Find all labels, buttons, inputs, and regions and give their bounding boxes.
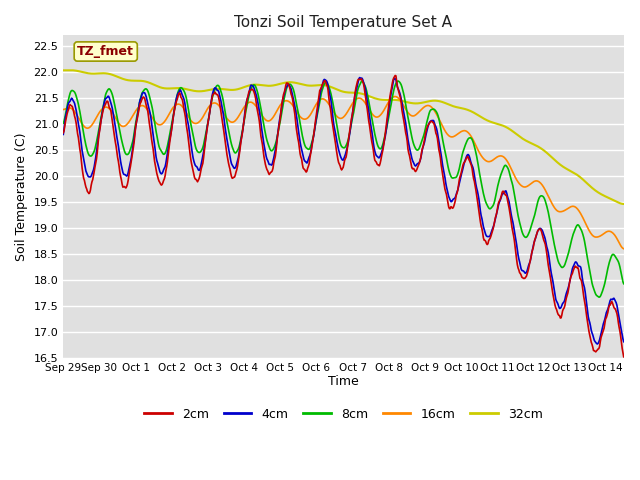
Line: 32cm: 32cm: [63, 70, 624, 204]
Line: 2cm: 2cm: [63, 75, 624, 357]
X-axis label: Time: Time: [328, 375, 359, 388]
4cm: [620, 339, 628, 345]
16cm: [298, 116, 306, 121]
Legend: 2cm, 4cm, 8cm, 16cm, 32cm: 2cm, 4cm, 8cm, 16cm, 32cm: [140, 403, 548, 426]
4cm: [476, 202, 483, 207]
32cm: [61, 67, 69, 73]
4cm: [60, 132, 67, 137]
2cm: [462, 156, 470, 162]
32cm: [139, 78, 147, 84]
2cm: [391, 72, 399, 78]
Line: 16cm: 16cm: [63, 96, 624, 249]
8cm: [476, 171, 483, 177]
2cm: [61, 119, 69, 124]
8cm: [61, 111, 69, 117]
8cm: [358, 78, 366, 84]
Line: 4cm: 4cm: [63, 78, 624, 344]
4cm: [356, 75, 364, 81]
4cm: [138, 92, 145, 98]
8cm: [60, 120, 67, 126]
4cm: [298, 149, 306, 155]
4cm: [462, 155, 470, 160]
16cm: [319, 96, 327, 102]
16cm: [462, 128, 470, 134]
32cm: [321, 83, 328, 88]
Line: 8cm: 8cm: [63, 81, 624, 297]
8cm: [138, 91, 145, 97]
16cm: [620, 246, 628, 252]
2cm: [298, 161, 306, 167]
8cm: [596, 294, 604, 300]
16cm: [61, 106, 69, 112]
4cm: [319, 78, 327, 84]
Title: Tonzi Soil Temperature Set A: Tonzi Soil Temperature Set A: [234, 15, 452, 30]
2cm: [138, 97, 145, 103]
16cm: [60, 107, 67, 112]
Y-axis label: Soil Temperature (C): Soil Temperature (C): [15, 132, 28, 261]
2cm: [476, 214, 483, 219]
8cm: [319, 83, 327, 89]
8cm: [462, 140, 470, 146]
16cm: [391, 94, 399, 99]
8cm: [620, 281, 628, 287]
4cm: [593, 341, 601, 347]
2cm: [60, 130, 67, 136]
32cm: [60, 68, 67, 73]
32cm: [300, 82, 307, 87]
16cm: [138, 103, 145, 108]
4cm: [61, 114, 69, 120]
Text: TZ_fmet: TZ_fmet: [77, 45, 134, 58]
8cm: [298, 133, 306, 139]
2cm: [319, 80, 327, 85]
32cm: [620, 201, 628, 207]
32cm: [476, 113, 483, 119]
32cm: [462, 107, 470, 112]
32cm: [66, 67, 74, 73]
16cm: [476, 150, 483, 156]
2cm: [620, 354, 628, 360]
